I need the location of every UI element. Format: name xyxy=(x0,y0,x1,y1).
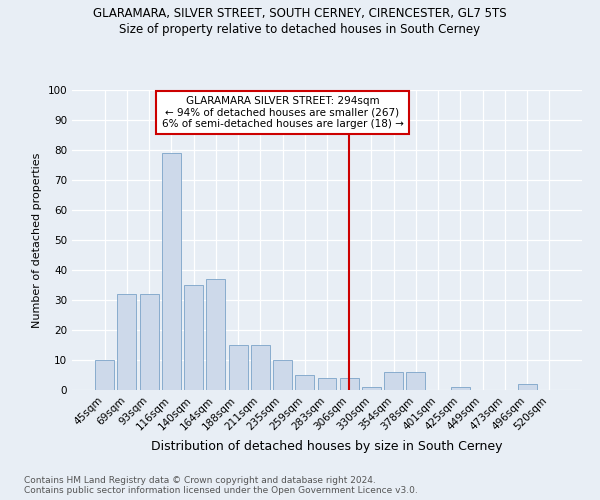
Bar xyxy=(118,294,136,390)
Bar xyxy=(184,285,203,390)
Y-axis label: Number of detached properties: Number of detached properties xyxy=(32,152,42,328)
Bar xyxy=(95,360,114,390)
Bar xyxy=(162,153,181,390)
Bar xyxy=(384,372,403,390)
Bar xyxy=(451,387,470,390)
X-axis label: Distribution of detached houses by size in South Cerney: Distribution of detached houses by size … xyxy=(151,440,503,453)
Text: GLARAMARA, SILVER STREET, SOUTH CERNEY, CIRENCESTER, GL7 5TS: GLARAMARA, SILVER STREET, SOUTH CERNEY, … xyxy=(93,8,507,20)
Bar xyxy=(273,360,292,390)
Bar xyxy=(140,294,158,390)
Bar xyxy=(406,372,425,390)
Bar xyxy=(362,387,381,390)
Bar xyxy=(206,279,225,390)
Text: Contains HM Land Registry data © Crown copyright and database right 2024.
Contai: Contains HM Land Registry data © Crown c… xyxy=(24,476,418,495)
Text: GLARAMARA SILVER STREET: 294sqm
← 94% of detached houses are smaller (267)
6% of: GLARAMARA SILVER STREET: 294sqm ← 94% of… xyxy=(161,96,403,129)
Bar xyxy=(295,375,314,390)
Bar xyxy=(251,345,270,390)
Bar xyxy=(229,345,248,390)
Bar xyxy=(317,378,337,390)
Bar xyxy=(518,384,536,390)
Text: Size of property relative to detached houses in South Cerney: Size of property relative to detached ho… xyxy=(119,22,481,36)
Bar xyxy=(340,378,359,390)
